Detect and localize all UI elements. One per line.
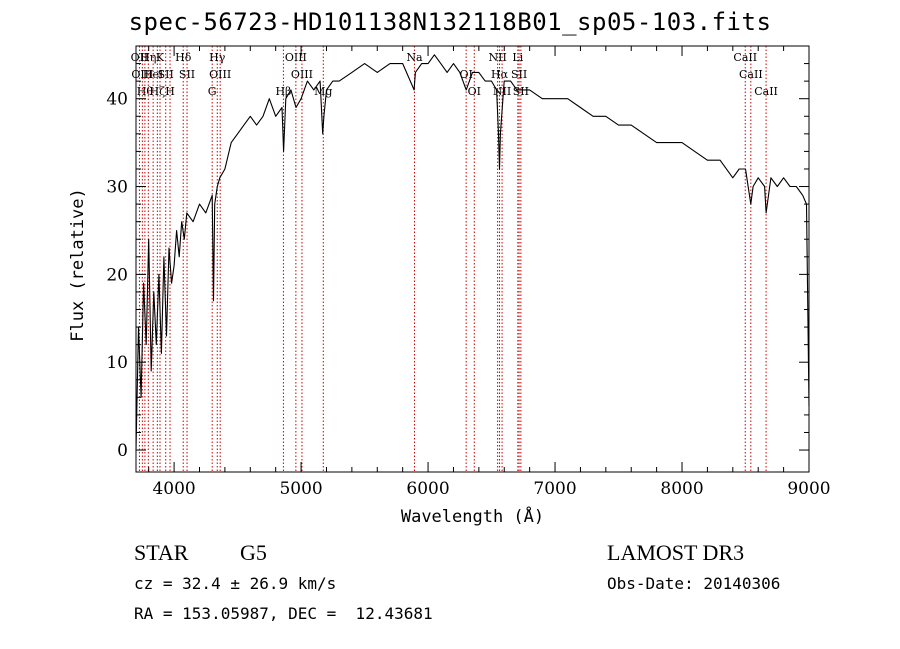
y-tick-label-0: 0	[117, 441, 128, 461]
line-label-9: Hδ	[175, 51, 192, 64]
y-tick-label-3: 30	[106, 178, 128, 198]
spectral-subclass: G5	[240, 540, 267, 565]
line-label-2: Hθ	[137, 85, 154, 98]
line-label-23: NII	[493, 85, 511, 98]
line-label-17: Mg	[314, 85, 332, 98]
line-label-27: CaII	[733, 51, 757, 64]
line-label-19: OI	[459, 68, 472, 81]
survey-name: LAMOST DR3	[607, 540, 745, 565]
observation-date: Obs-Date: 20140306	[607, 574, 781, 593]
x-tick-label-1: 5000	[279, 479, 322, 499]
plot-frame	[135, 45, 810, 473]
line-label-10: SII	[179, 68, 195, 81]
line-label-18: Na	[406, 51, 423, 64]
line-label-0: OII	[131, 51, 149, 64]
chart-title: spec-56723-HD101138N132118B01_sp05-103.f…	[128, 8, 772, 36]
x-tick-label-4: 8000	[660, 479, 703, 499]
line-label-20: OI	[468, 85, 481, 98]
line-label-12: Hγ	[209, 51, 226, 64]
line-label-7: SII	[158, 68, 174, 81]
line-label-28: CaII	[739, 68, 763, 81]
line-label-5: Hζ	[150, 85, 166, 98]
line-label-24: Li	[512, 51, 523, 64]
line-label-1: OIII	[131, 68, 153, 81]
line-label-22: Hα	[491, 68, 509, 81]
y-axis-label: Flux (relative)	[68, 188, 88, 342]
x-tick-label-3: 7000	[533, 479, 576, 499]
line-label-26: SII	[513, 85, 529, 98]
object-type: STAR	[134, 540, 189, 565]
y-tick-label-1: 10	[106, 353, 128, 373]
line-label-15: OIII	[285, 51, 307, 64]
coordinates: RA = 153.05987, DEC = 12.43681	[134, 604, 433, 623]
line-label-14: Hβ	[275, 85, 291, 98]
line-label-21: NII	[488, 51, 506, 64]
line-label-6: K	[156, 51, 165, 64]
x-axis-label: Wavelength (Å)	[401, 505, 544, 527]
redshift-cz: cz = 32.4 ± 26.9 km/s	[134, 574, 337, 593]
y-tick-label-4: 40	[106, 90, 128, 110]
line-label-4: HeI	[143, 68, 163, 81]
x-tick-label-2: 6000	[406, 479, 449, 499]
spectrum-line	[135, 54, 810, 451]
line-label-11: G	[208, 85, 217, 98]
line-label-29: CaII	[754, 85, 778, 98]
line-label-3: Hη	[140, 51, 156, 64]
line-label-16: OIII	[291, 68, 313, 81]
line-label-25: SII	[511, 68, 527, 81]
y-tick-label-2: 20	[106, 265, 128, 285]
x-tick-label-0: 4000	[152, 479, 195, 499]
x-tick-label-5: 9000	[787, 479, 830, 499]
line-label-13: OIII	[209, 68, 231, 81]
line-label-8: H	[165, 85, 175, 98]
